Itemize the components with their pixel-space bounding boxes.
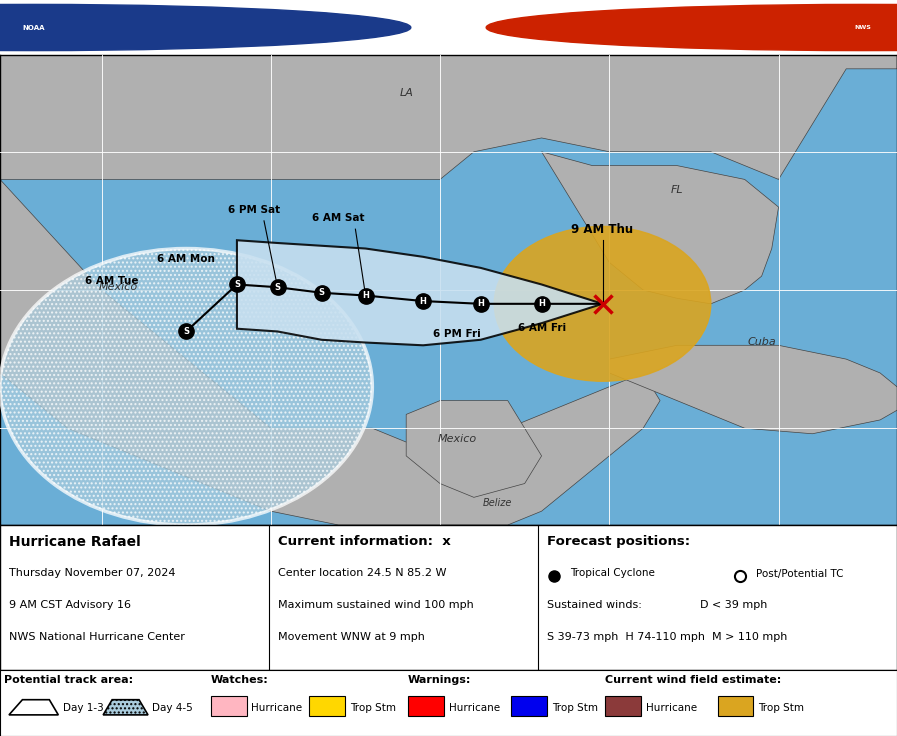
Text: Current wind field estimate:: Current wind field estimate:: [605, 676, 781, 685]
Text: H: H: [362, 291, 369, 300]
Text: Day 1-3: Day 1-3: [63, 704, 103, 713]
Text: D < 39 mph: D < 39 mph: [700, 601, 767, 610]
Text: 6 AM Sat: 6 AM Sat: [312, 213, 365, 223]
Text: LA: LA: [399, 88, 414, 99]
Text: S: S: [234, 280, 239, 289]
Polygon shape: [609, 345, 897, 434]
Text: Post/Potential TC: Post/Potential TC: [756, 568, 844, 578]
Text: Hurricane: Hurricane: [448, 704, 500, 713]
Bar: [605, 696, 641, 716]
Text: 6 PM Sat: 6 PM Sat: [228, 205, 280, 215]
Polygon shape: [0, 180, 660, 525]
Bar: [309, 696, 345, 716]
Text: NOAA: NOAA: [22, 24, 46, 30]
Text: Center location 24.5 N 85.2 W: Center location 24.5 N 85.2 W: [278, 568, 447, 578]
Text: 9 AM CST Advisory 16: 9 AM CST Advisory 16: [9, 601, 131, 610]
Polygon shape: [103, 700, 148, 715]
Text: Warnings:: Warnings:: [408, 676, 472, 685]
Text: Movement WNW at 9 mph: Movement WNW at 9 mph: [278, 632, 425, 643]
Text: S 39-73 mph  H 74-110 mph  M > 110 mph: S 39-73 mph H 74-110 mph M > 110 mph: [547, 632, 788, 643]
Text: NWS National Hurricane Center: NWS National Hurricane Center: [9, 632, 185, 643]
Text: Current information:  x: Current information: x: [278, 535, 451, 548]
Text: H: H: [420, 297, 427, 305]
Text: Trop Stm: Trop Stm: [552, 704, 597, 713]
Polygon shape: [237, 240, 603, 345]
Circle shape: [0, 4, 411, 51]
Text: S: S: [318, 289, 325, 297]
Text: Maximum sustained wind 100 mph: Maximum sustained wind 100 mph: [278, 601, 474, 610]
Text: Thursday November 07, 2024: Thursday November 07, 2024: [9, 568, 176, 578]
Polygon shape: [0, 55, 897, 180]
Circle shape: [486, 4, 897, 51]
Text: Note: The cone contains the probable path of the storm center but does not show
: Note: The cone contains the probable pat…: [161, 12, 736, 43]
Bar: [718, 696, 753, 716]
Polygon shape: [542, 152, 779, 304]
Polygon shape: [406, 400, 542, 498]
Text: Belize: Belize: [483, 498, 512, 508]
Text: Trop Stm: Trop Stm: [758, 704, 804, 713]
Text: Potential track area:: Potential track area:: [4, 676, 134, 685]
Text: Cuba: Cuba: [747, 337, 776, 347]
Bar: [511, 696, 547, 716]
Text: Sustained winds:: Sustained winds:: [547, 601, 642, 610]
Text: Watches:: Watches:: [211, 676, 268, 685]
Text: Hurricane: Hurricane: [251, 704, 302, 713]
Polygon shape: [9, 700, 58, 715]
Text: 6 AM Fri: 6 AM Fri: [518, 323, 566, 333]
Text: 6 AM Mon: 6 AM Mon: [157, 255, 215, 264]
Text: 9 AM Thu: 9 AM Thu: [571, 223, 633, 236]
Text: H: H: [477, 300, 484, 308]
Text: Tropical Cyclone: Tropical Cyclone: [570, 568, 655, 578]
Text: Mexico: Mexico: [438, 434, 476, 444]
Text: Trop Stm: Trop Stm: [350, 704, 396, 713]
Text: Forecast positions:: Forecast positions:: [547, 535, 691, 548]
Text: NWS: NWS: [855, 25, 871, 30]
Text: S: S: [183, 327, 189, 336]
Text: Hurricane: Hurricane: [646, 704, 697, 713]
Ellipse shape: [0, 249, 372, 525]
Text: H: H: [538, 300, 545, 308]
Ellipse shape: [494, 227, 710, 381]
Text: FL: FL: [671, 185, 684, 195]
Bar: [211, 696, 247, 716]
Text: 6 PM Fri: 6 PM Fri: [433, 329, 481, 339]
Bar: [408, 696, 444, 716]
Text: S: S: [274, 283, 281, 291]
Text: Mexico: Mexico: [99, 282, 138, 292]
Text: Day 4-5: Day 4-5: [152, 704, 193, 713]
Text: 6 AM Tue: 6 AM Tue: [84, 277, 138, 286]
Text: Hurricane Rafael: Hurricane Rafael: [9, 535, 141, 549]
